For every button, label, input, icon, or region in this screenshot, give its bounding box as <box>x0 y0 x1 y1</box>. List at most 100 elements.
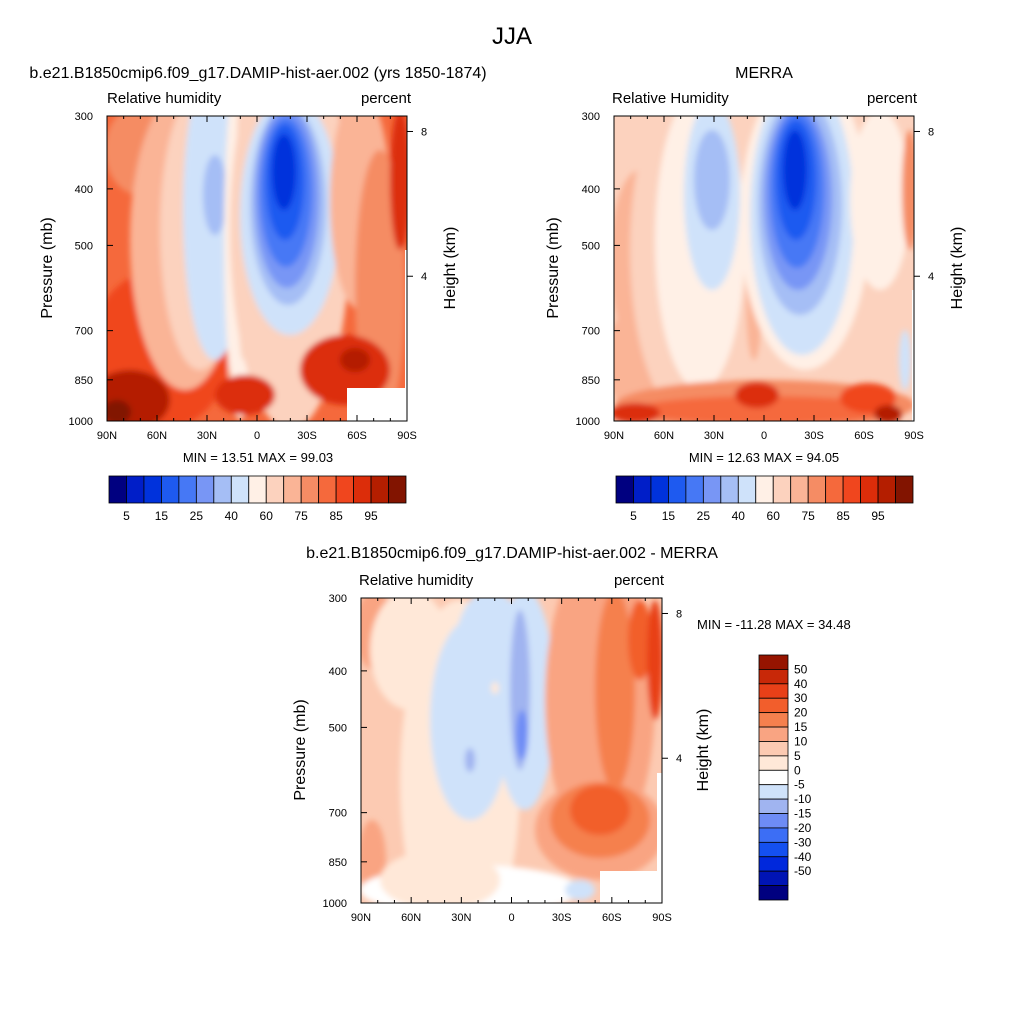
colorbar-label: 95 <box>871 509 885 523</box>
colorbar-box <box>758 683 789 699</box>
colorbar-label: 5 <box>794 749 801 763</box>
colorbar-box <box>790 475 809 504</box>
y-tick-label: 850 <box>582 375 600 387</box>
x-tick-label: 60S <box>854 430 874 442</box>
x-tick-label: 90N <box>351 912 371 924</box>
colorbar-box <box>758 841 789 858</box>
x-tick-label: 90S <box>904 430 924 442</box>
panel-diff-field <box>361 598 662 903</box>
colorbar-label: 15 <box>662 509 676 523</box>
colorbar-label: 15 <box>794 720 808 734</box>
panel-model-field <box>107 116 407 421</box>
colorbar-label: 5 <box>123 509 130 523</box>
colorbar-box <box>755 475 774 504</box>
colorbar-label: 75 <box>294 509 308 523</box>
y2-tick-label: 8 <box>928 126 934 138</box>
y-tick-label: 400 <box>582 184 600 196</box>
x-tick-label: 30N <box>197 430 217 442</box>
y-tick-label: 500 <box>75 240 93 252</box>
colorbar-box <box>143 475 162 504</box>
colorbar-box <box>758 712 789 728</box>
colorbar-box <box>178 475 197 504</box>
colorbar-box <box>248 475 267 504</box>
colorbar-label: 25 <box>697 509 711 523</box>
colorbar-label: -40 <box>794 850 812 864</box>
panel-obs-field <box>614 116 914 421</box>
colorbar-label: -50 <box>794 864 812 878</box>
colorbar-box <box>895 475 914 504</box>
colorbar-box <box>758 726 789 742</box>
colorbar-box <box>668 475 687 504</box>
y-tick-label: 300 <box>75 111 93 123</box>
x-tick-label: 90S <box>397 430 417 442</box>
x-tick-label: 30N <box>451 912 471 924</box>
panel-diff-title: b.e21.B1850cmip6.f09_g17.DAMIP-hist-aer.… <box>306 545 718 562</box>
colorbar-box <box>758 870 789 886</box>
panel-diff-axis-ticks: 90N 60N 30N 0 30S 60S 90S 300 400 500 700 850 1000 8 4 <box>323 593 683 924</box>
y-tick-label: 500 <box>582 240 600 252</box>
y2-tick-label: 4 <box>928 271 934 283</box>
x-tick-label: 30N <box>704 430 724 442</box>
panel-diff-right-label: percent <box>614 572 665 589</box>
panel-model-right-label: percent <box>361 90 412 107</box>
figure-title: JJA <box>492 23 532 50</box>
colorbar-box <box>758 769 789 786</box>
colorbar-label: 40 <box>794 677 808 691</box>
y-tick-label: 400 <box>75 184 93 196</box>
x-tick-label: 30S <box>297 430 317 442</box>
colorbar-label: 25 <box>190 509 204 523</box>
colorbar-box <box>283 475 302 504</box>
y-tick-label: 1000 <box>323 898 347 910</box>
colorbar-box <box>353 475 372 504</box>
panel-model-ylabel: Pressure (mb) <box>39 217 56 318</box>
x-tick-label: 60S <box>602 912 622 924</box>
panel-model-y2label: Height (km) <box>442 227 459 310</box>
colorbar-box <box>807 475 827 504</box>
colorbar-label: 5 <box>630 509 637 523</box>
colorbar-label: 30 <box>794 691 808 705</box>
y-tick-label: 1000 <box>69 416 93 428</box>
colorbar-box <box>720 475 739 504</box>
colorbar-label: -20 <box>794 821 812 835</box>
colorbar-box <box>300 475 320 504</box>
colorbar-box <box>877 475 896 504</box>
colorbar-box <box>737 475 757 504</box>
panel-obs-title: MERRA <box>735 65 793 82</box>
colorbar-box <box>265 475 285 504</box>
colorbar-box <box>195 475 215 504</box>
colorbar-box <box>772 475 792 504</box>
colorbar-label: 95 <box>364 509 378 523</box>
colorbar-label: -30 <box>794 835 812 849</box>
x-tick-label: 60S <box>347 430 367 442</box>
colorbar-label: 85 <box>329 509 343 523</box>
colorbar-label: 60 <box>767 509 781 523</box>
y2-tick-label: 4 <box>421 271 427 283</box>
y-tick-label: 700 <box>582 326 600 338</box>
colorbar-box <box>758 755 789 771</box>
y-tick-label: 850 <box>329 857 347 869</box>
colorbar-box <box>615 475 634 504</box>
panel-obs-colorbar: 5 15 25 40 60 75 85 95 <box>615 475 914 523</box>
colorbar-label: 15 <box>155 509 169 523</box>
y-tick-label: 400 <box>329 666 347 678</box>
colorbar-box <box>758 856 789 872</box>
colorbar-label: 40 <box>732 509 746 523</box>
panel-obs-y2label: Height (km) <box>949 227 966 310</box>
panel-obs-min-max: MIN = 12.63 MAX = 94.05 <box>689 450 839 465</box>
colorbar-box <box>161 475 180 504</box>
colorbar-box <box>685 475 704 504</box>
y-tick-label: 300 <box>582 111 600 123</box>
colorbar-box <box>758 654 789 670</box>
y2-tick-label: 8 <box>676 608 682 620</box>
y-tick-label: 300 <box>329 593 347 605</box>
colorbar-box <box>758 827 789 843</box>
colorbar-box <box>758 741 789 757</box>
x-tick-label: 60N <box>401 912 421 924</box>
x-tick-label: 90S <box>652 912 672 924</box>
colorbar-box <box>758 813 789 829</box>
panel-model-axis-ticks: 90N 60N 30N 0 30S 60S 90S 300 400 500 700 850 1000 8 4 <box>69 111 428 442</box>
colorbar-box <box>758 885 789 901</box>
colorbar-box <box>388 475 407 504</box>
colorbar-box <box>318 475 337 504</box>
